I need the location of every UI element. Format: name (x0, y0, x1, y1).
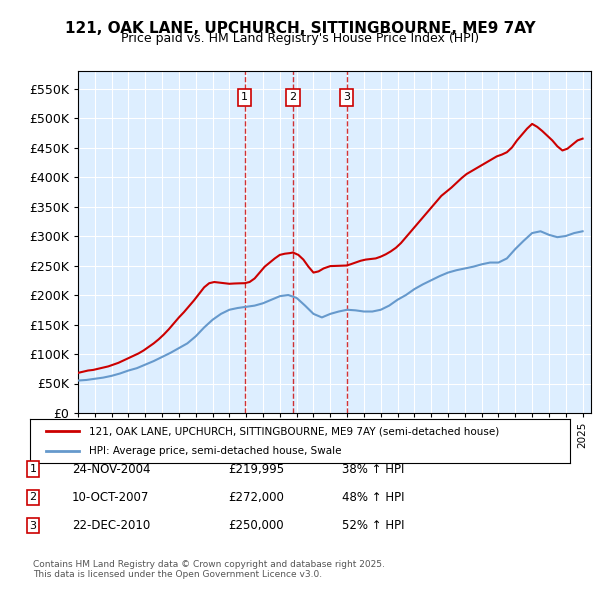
Text: 1: 1 (241, 93, 248, 102)
Text: 52% ↑ HPI: 52% ↑ HPI (342, 519, 404, 532)
Text: 22-DEC-2010: 22-DEC-2010 (72, 519, 150, 532)
Text: 2: 2 (29, 493, 37, 502)
Text: £272,000: £272,000 (228, 491, 284, 504)
Text: 1: 1 (29, 464, 37, 474)
Text: Contains HM Land Registry data © Crown copyright and database right 2025.
This d: Contains HM Land Registry data © Crown c… (33, 560, 385, 579)
Text: Price paid vs. HM Land Registry's House Price Index (HPI): Price paid vs. HM Land Registry's House … (121, 32, 479, 45)
Text: 24-NOV-2004: 24-NOV-2004 (72, 463, 151, 476)
Text: 3: 3 (343, 93, 350, 102)
Text: 121, OAK LANE, UPCHURCH, SITTINGBOURNE, ME9 7AY (semi-detached house): 121, OAK LANE, UPCHURCH, SITTINGBOURNE, … (89, 427, 500, 436)
Text: 3: 3 (29, 521, 37, 530)
Text: £250,000: £250,000 (228, 519, 284, 532)
Text: 10-OCT-2007: 10-OCT-2007 (72, 491, 149, 504)
Text: HPI: Average price, semi-detached house, Swale: HPI: Average price, semi-detached house,… (89, 446, 342, 455)
Text: 121, OAK LANE, UPCHURCH, SITTINGBOURNE, ME9 7AY: 121, OAK LANE, UPCHURCH, SITTINGBOURNE, … (65, 21, 535, 35)
Text: 2: 2 (289, 93, 296, 102)
Text: 38% ↑ HPI: 38% ↑ HPI (342, 463, 404, 476)
Text: £219,995: £219,995 (228, 463, 284, 476)
Text: 48% ↑ HPI: 48% ↑ HPI (342, 491, 404, 504)
